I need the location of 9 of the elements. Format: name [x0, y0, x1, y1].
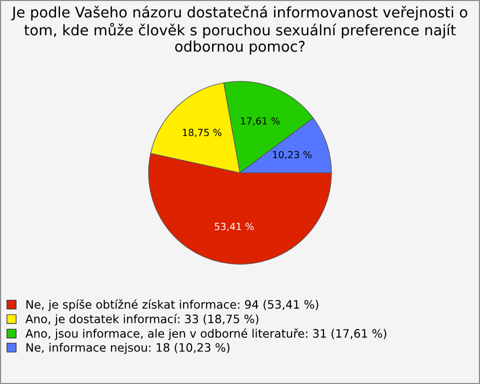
legend-label: Ne, informace nejsou: 18 (10,23 %) — [26, 342, 230, 354]
data-label: 53,41 % — [214, 222, 254, 232]
chart-title: Je podle Vašeho názoru dostatečná informovanost veřejnosti o tom, kde může člověk s poruchou sexuální preference najít odbornou pomoc? — [11, 6, 468, 55]
legend-label: Ano, je dostatek informací: 33 (18,75 %) — [25, 314, 258, 326]
data-label: 18,75 % — [182, 128, 222, 138]
data-label: 17,61 % — [241, 117, 280, 126]
legend-label: Ne, je spíše obtížné získat informace: 94 (53,41 %) — [26, 299, 318, 312]
legend-label: Ano, jsou informace, ale jen v odborné literatuře: 31 (17,61 %) — [25, 328, 386, 340]
data-label: 10,23 % — [273, 150, 312, 160]
